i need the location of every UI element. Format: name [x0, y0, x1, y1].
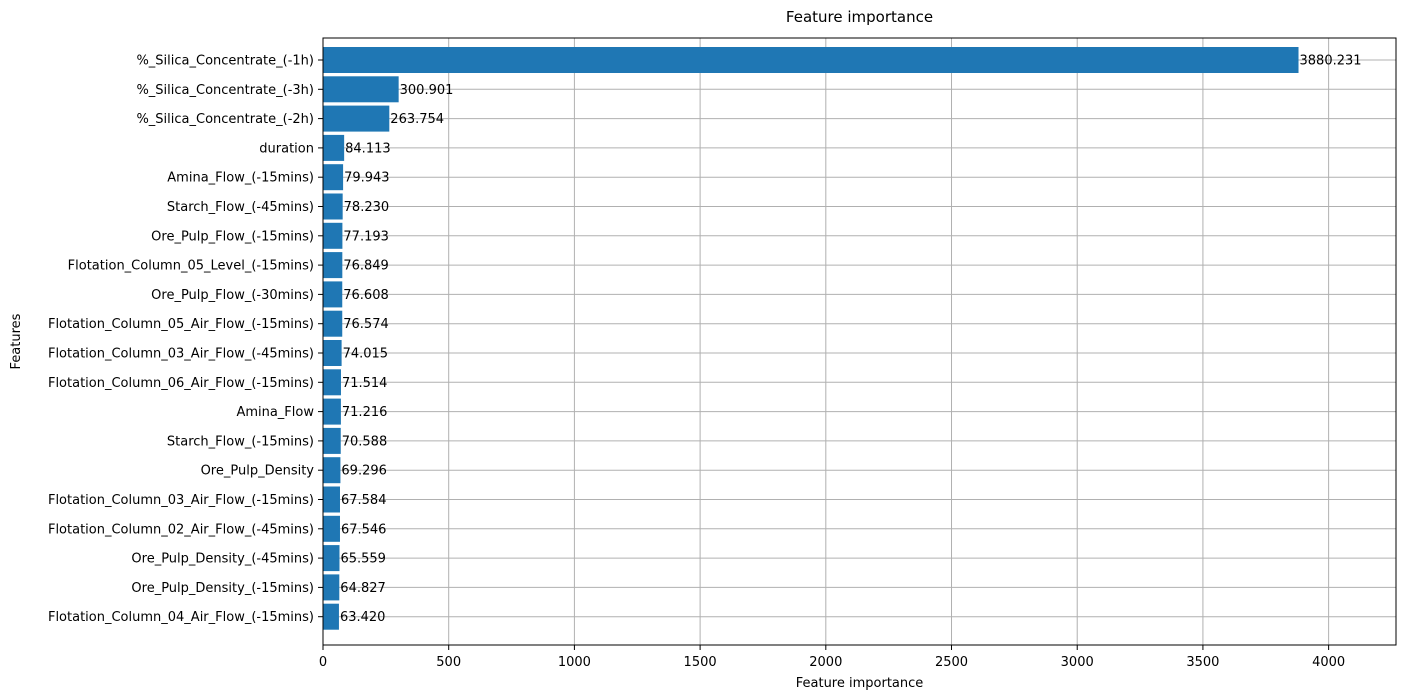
y-tick-label: Flotation_Column_05_Air_Flow_(-15mins) — [48, 317, 314, 332]
x-tick-label: 2000 — [809, 655, 842, 670]
y-tick-label: Flotation_Column_02_Air_Flow_(-45mins) — [48, 522, 314, 537]
bar-value-label: 67.546 — [341, 522, 387, 537]
bar-value-label: 74.015 — [343, 347, 389, 362]
bar-value-label: 71.514 — [342, 376, 388, 391]
bar — [323, 252, 343, 279]
y-tick-label: %_Silica_Concentrate_(-1h) — [136, 54, 314, 69]
bar-value-label: 300.901 — [400, 83, 454, 98]
y-tick-label: %_Silica_Concentrate_(-2h) — [136, 112, 314, 127]
x-tick-label: 1000 — [558, 655, 591, 670]
bar-value-label: 79.943 — [344, 171, 390, 186]
bar-value-label: 3880.231 — [1300, 54, 1362, 69]
x-tick-label: 3000 — [1061, 655, 1094, 670]
y-tick-label: %_Silica_Concentrate_(-3h) — [136, 83, 314, 98]
bar — [323, 427, 341, 454]
y-tick-label: Ore_Pulp_Flow_(-30mins) — [151, 288, 314, 303]
bar-value-label: 71.216 — [342, 405, 388, 420]
bar-value-label: 76.608 — [343, 288, 389, 303]
x-tick-label: 4000 — [1312, 655, 1345, 670]
bar — [323, 398, 341, 425]
label-layer: 3880.231 300.901 263.754 84.113 79.943 78.230… — [340, 54, 1362, 626]
bar-value-label: 69.296 — [341, 464, 387, 479]
bar — [323, 310, 343, 337]
bar — [323, 222, 343, 249]
bar-value-label: 65.559 — [340, 552, 386, 567]
y-tick-label: duration — [259, 141, 314, 156]
plot-frame — [322, 37, 1397, 646]
y-tick-label: Flotation_Column_03_Air_Flow_(-45mins) — [48, 347, 314, 362]
bar-value-label: 263.754 — [390, 112, 444, 127]
y-tick-label: Ore_Pulp_Density_(-45mins) — [131, 552, 314, 567]
bar — [323, 105, 390, 132]
bar — [323, 486, 340, 513]
x-axis-ticks: 0 500 1000 1500 2000 2500 3000 3500 4000 — [319, 645, 1345, 670]
x-tick-label: 1500 — [684, 655, 717, 670]
bar — [323, 193, 343, 220]
bar — [323, 340, 342, 366]
bar-value-label: 78.230 — [344, 200, 390, 215]
x-tick-label: 500 — [436, 655, 461, 670]
bar-value-label: 76.574 — [343, 317, 389, 332]
bar — [323, 47, 1299, 73]
y-tick-label: Amina_Flow — [236, 405, 314, 420]
bar-value-label: 67.584 — [341, 493, 387, 508]
y-tick-label: Ore_Pulp_Flow_(-15mins) — [151, 229, 314, 244]
bar — [323, 515, 340, 542]
chart-title: Feature importance — [786, 8, 933, 26]
bar — [323, 369, 341, 396]
bar-layer — [323, 47, 1299, 630]
bar-value-label: 70.588 — [342, 434, 388, 449]
y-tick-label: Ore_Pulp_Density_(-15mins) — [131, 581, 314, 596]
y-tick-label: Ore_Pulp_Density — [201, 464, 315, 479]
bar — [323, 457, 341, 484]
y-tick-label: Starch_Flow_(-45mins) — [167, 200, 314, 215]
y-axis-ticks: %_Silica_Concentrate_(-1h) %_Silica_Conce… — [48, 54, 323, 625]
bar — [323, 76, 399, 103]
y-tick-label: Flotation_Column_04_Air_Flow_(-15mins) — [48, 610, 314, 625]
y-tick-label: Amina_Flow_(-15mins) — [167, 171, 314, 186]
y-tick-label: Flotation_Column_06_Air_Flow_(-15mins) — [48, 376, 314, 391]
y-tick-label: Flotation_Column_05_Level_(-15mins) — [68, 259, 314, 274]
y-tick-label: Flotation_Column_03_Air_Flow_(-15mins) — [48, 493, 314, 508]
y-axis-label: Features — [9, 313, 24, 369]
x-tick-label: 0 — [319, 655, 327, 670]
bar-value-label: 76.849 — [343, 259, 389, 274]
x-tick-label: 3500 — [1186, 655, 1219, 670]
x-axis-label: Feature importance — [796, 676, 924, 691]
bar — [323, 164, 344, 191]
bar-value-label: 84.113 — [345, 141, 391, 156]
y-tick-label: Starch_Flow_(-15mins) — [167, 434, 314, 449]
bar-value-label: 63.420 — [340, 610, 386, 625]
bar — [323, 134, 345, 161]
bar-value-label: 64.827 — [340, 581, 386, 596]
bar — [323, 603, 339, 630]
bar-value-label: 77.193 — [343, 229, 389, 244]
bar — [323, 545, 340, 572]
x-tick-label: 2500 — [935, 655, 968, 670]
bar — [323, 574, 340, 601]
bar — [323, 281, 343, 308]
